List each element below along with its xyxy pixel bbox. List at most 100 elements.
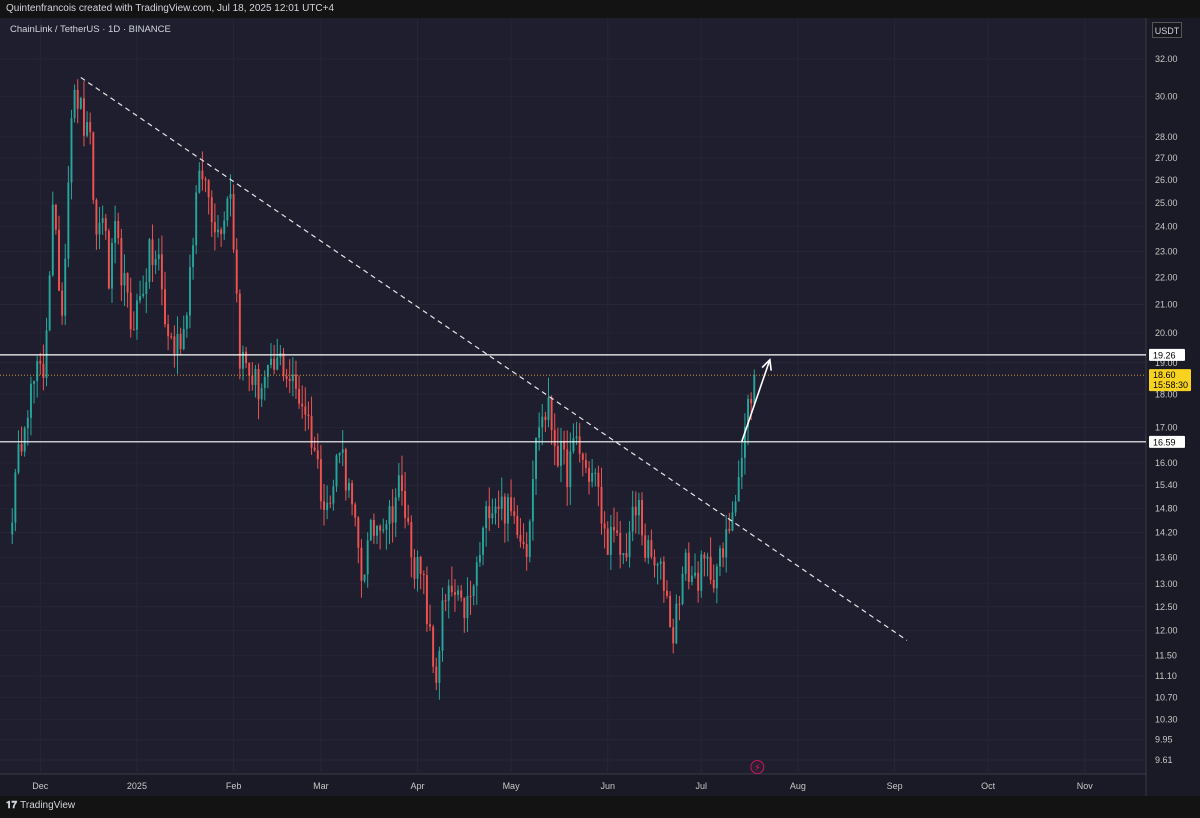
candle[interactable] [145,268,148,314]
candle[interactable] [416,550,419,592]
candle[interactable] [58,215,60,292]
candle[interactable] [26,410,29,446]
candle[interactable] [743,413,746,475]
candle[interactable] [478,541,481,567]
candle[interactable] [560,427,562,483]
candle[interactable] [575,421,578,445]
candle[interactable] [238,289,241,380]
candle[interactable] [482,526,484,566]
candle[interactable] [117,212,120,245]
candle[interactable] [17,430,20,475]
candle[interactable] [569,432,572,506]
candle[interactable] [123,254,126,306]
candle[interactable] [410,515,413,578]
candle[interactable] [606,521,609,555]
candle[interactable] [588,461,590,495]
candle[interactable] [725,514,728,573]
candle[interactable] [273,344,276,375]
candle[interactable] [404,471,407,529]
candle[interactable] [507,493,509,542]
candle[interactable] [631,490,634,542]
candle[interactable] [634,491,637,534]
time-axis[interactable] [0,774,1146,796]
candle[interactable] [413,549,416,589]
candle[interactable] [734,494,737,517]
candle[interactable] [422,570,425,595]
candle[interactable] [313,436,316,452]
candle[interactable] [319,445,322,510]
candle[interactable] [475,556,478,605]
candle[interactable] [553,413,556,466]
candle[interactable] [712,564,715,593]
candle[interactable] [637,492,640,535]
candle[interactable] [192,237,195,280]
candle[interactable] [366,532,369,588]
candle[interactable] [510,479,513,517]
candle[interactable] [223,211,226,241]
candle[interactable] [204,176,207,193]
candle[interactable] [715,563,718,604]
candle[interactable] [672,618,675,654]
candle[interactable] [441,587,444,662]
candle[interactable] [142,275,145,299]
candle[interactable] [329,495,332,508]
candle[interactable] [647,535,650,564]
candle[interactable] [323,483,325,526]
candle[interactable] [338,452,341,464]
candle[interactable] [354,502,357,527]
candle[interactable] [164,271,166,328]
candle[interactable] [697,561,700,603]
candle[interactable] [432,624,435,674]
candle[interactable] [195,185,198,255]
candle[interactable] [460,584,463,602]
candle[interactable] [435,657,438,691]
candle[interactable] [376,524,378,545]
candle[interactable] [316,433,319,469]
candle[interactable] [457,585,460,601]
candle[interactable] [491,498,494,525]
candle[interactable] [563,430,566,465]
candle[interactable] [550,395,553,445]
candle[interactable] [82,81,85,147]
candle[interactable] [347,478,350,499]
candle[interactable] [182,315,185,351]
candle[interactable] [176,316,179,374]
candle[interactable] [753,369,756,407]
candle[interactable] [210,190,213,237]
candle[interactable] [737,460,740,502]
candle[interactable] [578,422,581,463]
candle[interactable] [382,518,385,534]
candle[interactable] [132,311,135,331]
candle[interactable] [572,423,575,454]
candle[interactable] [731,501,734,532]
candle[interactable] [747,394,750,446]
candle[interactable] [513,497,516,524]
candle[interactable] [600,467,603,535]
candle[interactable] [111,238,113,303]
candle[interactable] [285,368,288,388]
candle[interactable] [226,196,229,227]
candle[interactable] [154,250,157,275]
candle[interactable] [522,523,525,549]
candle[interactable] [613,507,615,543]
candle[interactable] [126,272,129,308]
candle[interactable] [547,377,550,428]
candle[interactable] [39,352,42,375]
candle[interactable] [700,550,703,598]
candle[interactable] [619,521,622,569]
candle[interactable] [447,579,450,619]
candle[interactable] [622,552,625,565]
candle[interactable] [656,562,659,585]
candle[interactable] [694,553,697,579]
candle[interactable] [341,430,344,467]
candle[interactable] [488,487,491,532]
candle[interactable] [198,162,201,194]
candle[interactable] [597,465,600,507]
candle[interactable] [67,165,70,268]
candle[interactable] [45,317,48,387]
candle[interactable] [245,346,248,369]
candle[interactable] [681,566,684,606]
candle[interactable] [469,580,472,615]
candle[interactable] [653,549,656,578]
currency-button[interactable]: USDT [1152,22,1182,38]
